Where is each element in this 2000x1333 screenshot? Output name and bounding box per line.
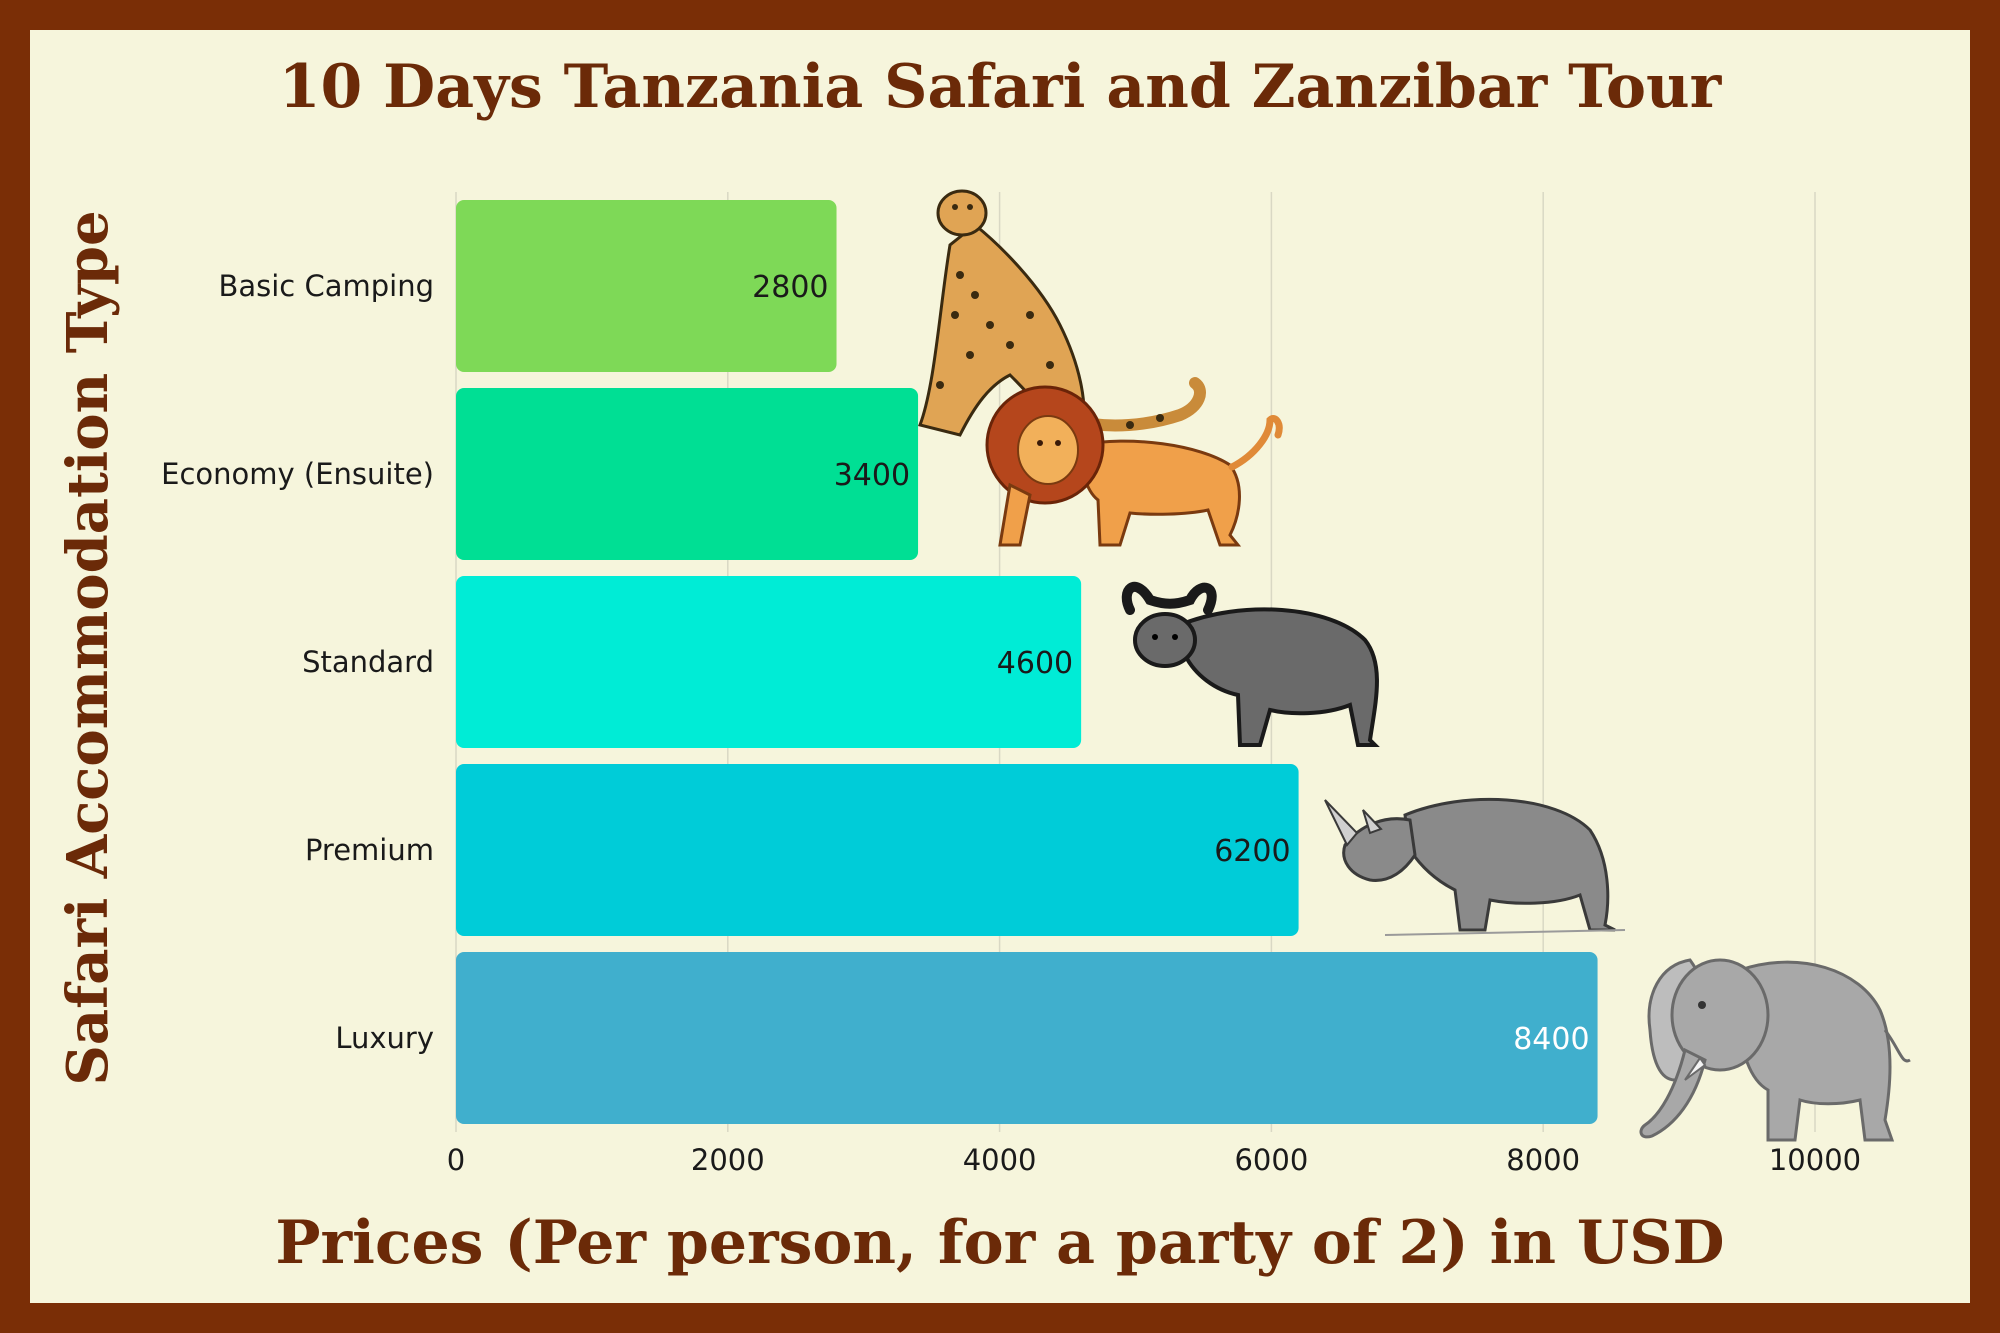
x-axis-title: Prices (Per person, for a party of 2) in… — [275, 1208, 1725, 1278]
category-label: Luxury — [335, 1021, 434, 1055]
bar — [456, 388, 919, 560]
bar — [456, 576, 1082, 748]
bar-value-label: 3400 — [834, 458, 910, 493]
category-label: Basic Camping — [218, 269, 434, 303]
category-labels: Basic Camping Economy (Ensuite) Standard Pr… — [161, 269, 434, 1055]
x-tick-label: 8000 — [1506, 1143, 1580, 1177]
elephant-icon — [1639, 958, 1911, 1142]
bars: 2800 3400 4600 6200 8400 — [456, 200, 1598, 1124]
category-label: Standard — [302, 645, 434, 679]
x-tick-label: 10000 — [1769, 1143, 1861, 1177]
bar — [456, 764, 1299, 936]
rhino-icon — [1324, 797, 1626, 936]
x-tick-label: 6000 — [1234, 1143, 1308, 1177]
buffalo-icon — [1121, 582, 1380, 747]
bar-value-label: 2800 — [752, 270, 828, 305]
bar — [456, 200, 837, 372]
lion-icon — [985, 385, 1283, 547]
bar-value-label: 6200 — [1214, 834, 1290, 869]
x-tick-label: 0 — [447, 1143, 465, 1177]
x-tick-labels: 0 2000 4000 6000 8000 10000 — [447, 1143, 1861, 1177]
category-label: Premium — [305, 833, 434, 867]
x-tick-label: 2000 — [691, 1143, 765, 1177]
bar — [456, 952, 1598, 1124]
category-label: Economy (Ensuite) — [161, 457, 434, 491]
bar-value-label: 8400 — [1513, 1022, 1589, 1057]
x-tick-label: 4000 — [963, 1143, 1037, 1177]
bar-value-label: 4600 — [997, 646, 1073, 681]
chart-title: 10 Days Tanzania Safari and Zanzibar Tou… — [278, 52, 1722, 122]
